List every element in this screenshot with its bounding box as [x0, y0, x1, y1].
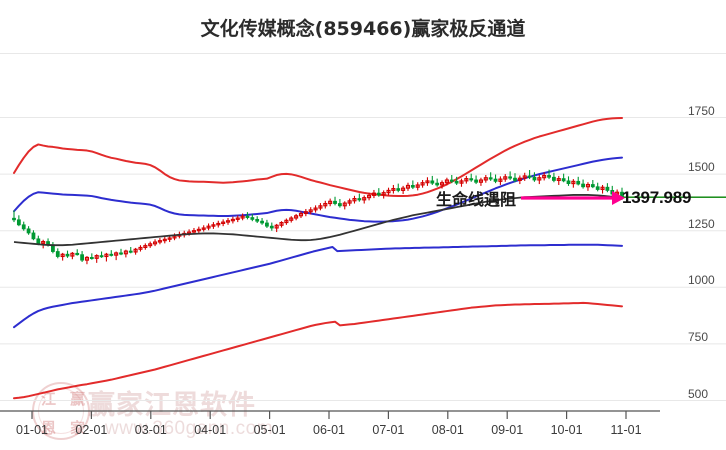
x-axis-line: [0, 410, 660, 419]
y-axis-tick: 500: [688, 386, 709, 401]
watermark-url: www.360gann.com: [105, 418, 274, 439]
x-axis-tick: 07-01: [372, 423, 405, 437]
x-axis-tick: 01-01: [16, 423, 48, 437]
last-price-label: 1397.989: [622, 188, 692, 207]
y-axis-tick: 1250: [688, 216, 715, 231]
watermark-brand: 赢家江恩软件: [88, 390, 256, 421]
x-axis-tick: 05-01: [253, 423, 286, 437]
y-axis-tick: 1500: [688, 160, 715, 175]
x-axis-tick: 08-01: [431, 423, 464, 437]
x-axis-tick: 04-01: [194, 423, 227, 437]
y-axis-tick: 1750: [688, 103, 715, 118]
y-axis-tick: 1000: [688, 273, 715, 288]
x-axis-tick: 06-01: [313, 423, 345, 437]
x-axis-tick: 03-01: [134, 423, 167, 437]
x-axis-tick: 10-01: [550, 423, 583, 437]
candlestick-series: [12, 169, 624, 265]
moving-average-line: [13, 194, 623, 247]
x-axis-tick: 09-01: [491, 423, 524, 437]
page-title: 文化传媒概念(859466)赢家极反通道: [200, 18, 526, 40]
chart-annotation-text: 生命线遇阻: [436, 190, 517, 209]
x-axis-tick: 11-01: [610, 423, 642, 437]
y-axis-tick: 750: [688, 329, 709, 344]
gridlines: [0, 53, 726, 401]
x-axis-tick: 02-01: [75, 423, 108, 437]
channel-bands: [13, 116, 623, 400]
annotation-arrow-icon: [521, 191, 625, 205]
